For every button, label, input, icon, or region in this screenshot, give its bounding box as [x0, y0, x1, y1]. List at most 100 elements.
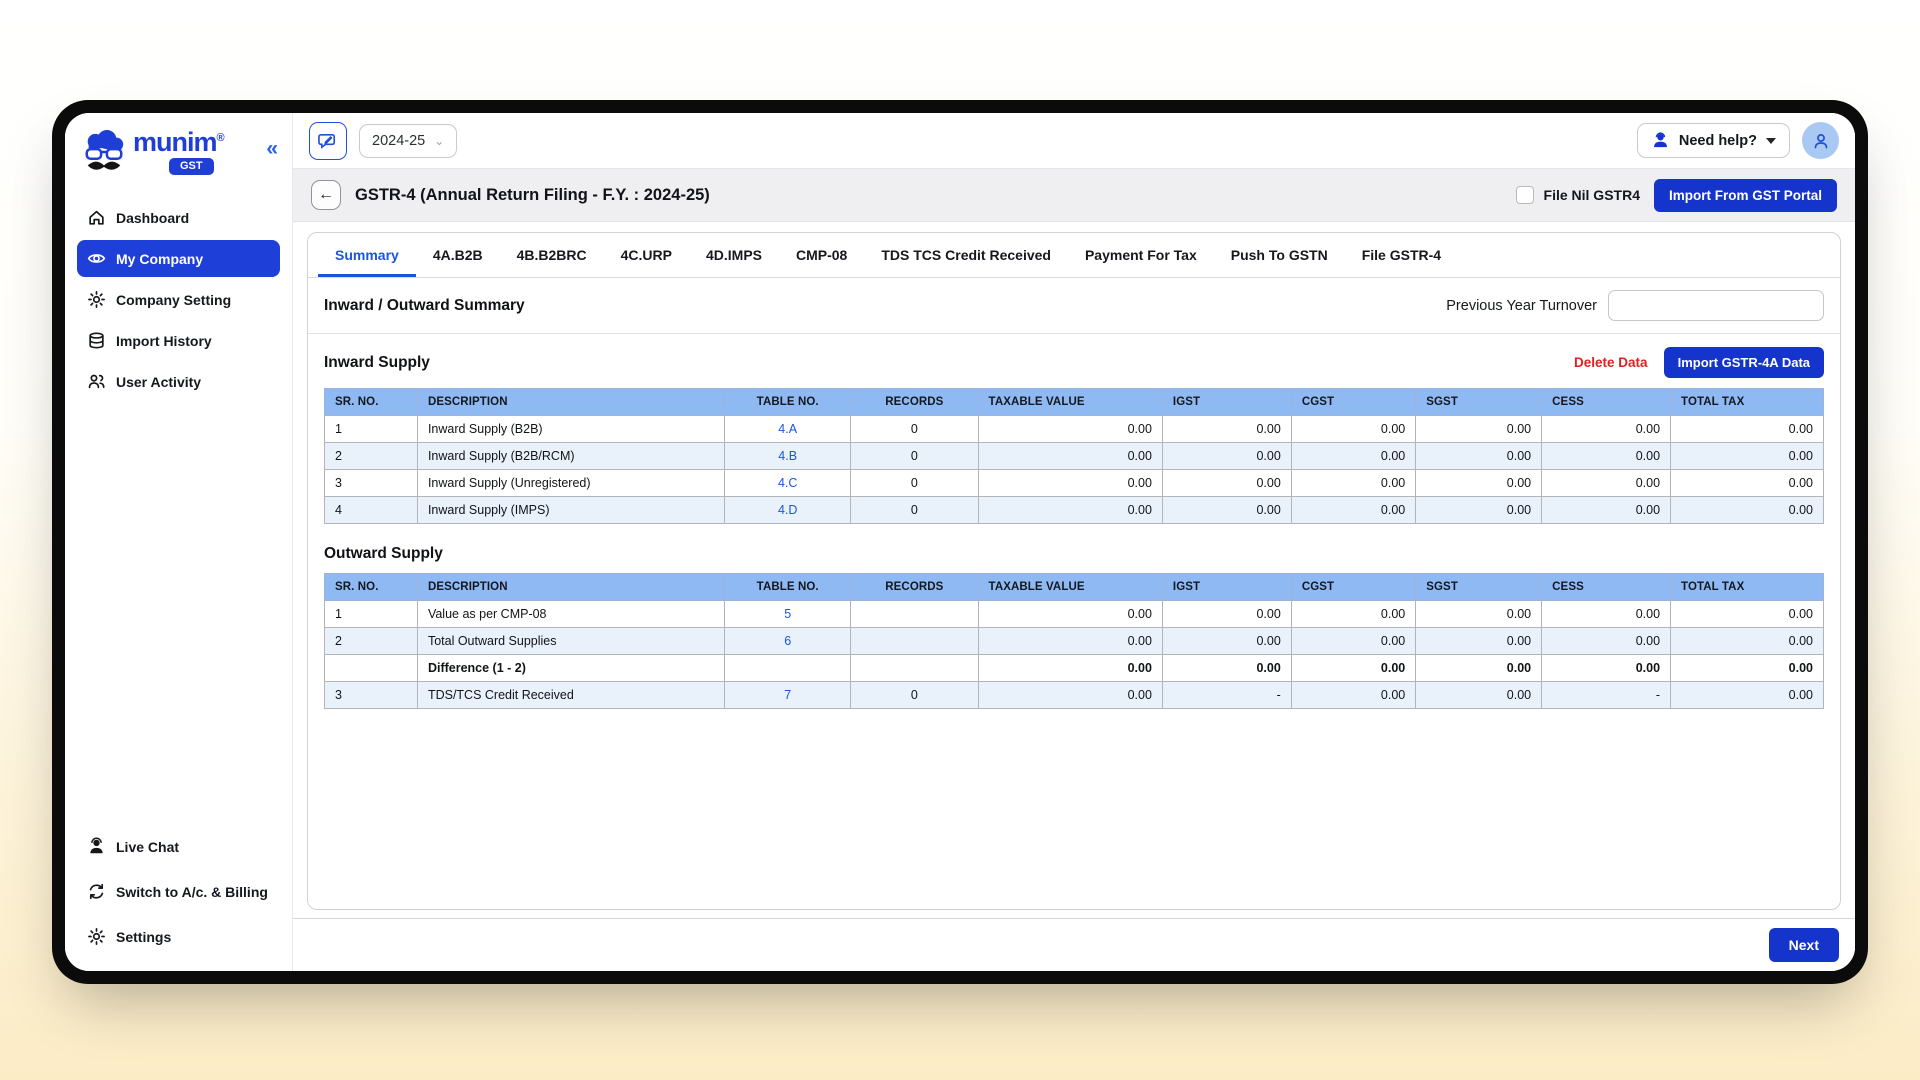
- column-header-cess: CESS: [1541, 388, 1672, 416]
- table-no-link[interactable]: 4.B: [778, 449, 798, 463]
- table-no-link[interactable]: 4.D: [777, 503, 798, 517]
- cell: 4: [324, 496, 418, 524]
- sidebar-footer-nav: Live Chat Switch to A/c. & Billing Setting…: [77, 828, 280, 955]
- footer-bar: Next: [293, 918, 1855, 971]
- cell: [324, 654, 418, 682]
- cell: 0.00: [1415, 415, 1543, 443]
- cell: Value as per CMP-08: [416, 600, 726, 628]
- filing-notes-button[interactable]: [309, 121, 347, 160]
- sidebar-item-settings[interactable]: Settings: [77, 918, 280, 955]
- cell: 0.00: [1290, 681, 1417, 709]
- cell: 0.00: [1670, 442, 1824, 470]
- sidebar-item-my-company[interactable]: My Company: [77, 240, 280, 277]
- sidebar-collapse-icon[interactable]: «: [266, 137, 278, 160]
- app-window-frame: munim® GST « Dashboard My Company Company …: [52, 100, 1868, 984]
- cell: 1: [324, 600, 418, 628]
- file-nil-checkbox[interactable]: [1515, 186, 1534, 204]
- person-icon: [1814, 133, 1827, 148]
- fiscal-year-select[interactable]: 2024-25 ⌄: [359, 123, 458, 158]
- user-avatar[interactable]: [1802, 122, 1839, 159]
- brand-name: munim®: [133, 127, 225, 157]
- sidebar-item-switch-to-a-c-billing[interactable]: Switch to A/c. & Billing: [77, 873, 280, 910]
- tab-4c-urp[interactable]: 4C.URP: [620, 247, 672, 263]
- munim-mascot-icon: [85, 130, 124, 170]
- users-icon: [87, 372, 106, 391]
- cell: 0.00: [1415, 654, 1543, 682]
- column-header-table-no: TABLE NO.: [724, 573, 852, 601]
- cell: 0.00: [1161, 442, 1292, 470]
- tab-4a-b2b[interactable]: 4A.B2B: [432, 247, 483, 263]
- caret-down-icon: [1766, 137, 1776, 144]
- support-person-icon: [1653, 132, 1667, 148]
- previous-year-turnover-input[interactable]: [1608, 290, 1824, 321]
- file-nil-label: File Nil GSTR4: [1543, 187, 1640, 203]
- topbar: 2024-25 ⌄ Need help?: [293, 113, 1855, 169]
- cell: 4.D: [724, 496, 852, 524]
- inward-supply-header: Inward Supply Delete Data Import GSTR-4A…: [324, 347, 1824, 378]
- cell: 2: [324, 627, 418, 655]
- tab-cmp-08[interactable]: CMP-08: [796, 247, 848, 263]
- tab-summary[interactable]: Summary: [318, 233, 416, 277]
- back-button[interactable]: ←: [311, 180, 341, 210]
- cell: 0.00: [977, 681, 1163, 709]
- cell: 0.00: [1415, 496, 1543, 524]
- column-header-sr-no: SR. NO.: [324, 388, 418, 416]
- table-no-link[interactable]: 4.A: [778, 422, 798, 436]
- import-gstr4a-data-button[interactable]: Import GSTR-4A Data: [1663, 347, 1824, 378]
- tab-4b-b2brc[interactable]: 4B.B2BRC: [516, 247, 587, 263]
- sidebar-item-company-setting[interactable]: Company Setting: [77, 281, 280, 318]
- cell: 0.00: [1670, 654, 1824, 682]
- cell: 3: [324, 469, 418, 497]
- cell: [850, 600, 979, 628]
- cell: 0.00: [1541, 442, 1672, 470]
- table-no-link[interactable]: 6: [784, 634, 792, 648]
- database-icon: [87, 331, 106, 350]
- home-icon: [87, 208, 106, 227]
- cell: 0.00: [1290, 415, 1417, 443]
- import-from-gst-portal-button[interactable]: Import From GST Portal: [1653, 178, 1837, 212]
- column-header-sgst: SGST: [1415, 573, 1543, 601]
- cell: 0.00: [1541, 496, 1672, 524]
- cell: 0.00: [1670, 415, 1824, 443]
- cell: 1: [324, 415, 418, 443]
- munim-logo: munim® GST: [81, 127, 225, 177]
- outward-supply-title: Outward Supply: [324, 545, 443, 562]
- outward-supply-header: Outward Supply: [324, 545, 1824, 563]
- cell: 0.00: [1415, 681, 1543, 709]
- gear-icon: [87, 290, 106, 309]
- fiscal-year-value: 2024-25: [372, 132, 426, 149]
- cell: 0: [850, 442, 979, 470]
- eye-icon: [87, 249, 106, 268]
- table-no-link[interactable]: 4.C: [777, 476, 798, 490]
- sidebar-item-live-chat[interactable]: Live Chat: [77, 828, 280, 865]
- sidebar-item-dashboard[interactable]: Dashboard: [77, 199, 280, 236]
- delete-data-button[interactable]: Delete Data: [1574, 355, 1648, 370]
- sidebar-item-user-activity[interactable]: User Activity: [77, 363, 280, 400]
- need-help-button[interactable]: Need help?: [1636, 123, 1790, 158]
- cell: 0: [850, 469, 979, 497]
- column-header-sgst: SGST: [1415, 388, 1543, 416]
- tab-push-to-gstn[interactable]: Push To GSTN: [1230, 247, 1328, 263]
- tab-payment-for-tax[interactable]: Payment For Tax: [1084, 247, 1197, 263]
- table-no-link[interactable]: 7: [784, 688, 792, 702]
- cell: 0.00: [1415, 469, 1543, 497]
- column-header-taxable-value: TAXABLE VALUE: [977, 573, 1163, 601]
- column-header-records: RECORDS: [850, 388, 979, 416]
- tab-4d-imps[interactable]: 4D.IMPS: [705, 247, 762, 263]
- cell: 0.00: [1290, 654, 1417, 682]
- tab-tds-tcs-credit-received[interactable]: TDS TCS Credit Received: [881, 247, 1051, 263]
- column-header-igst: IGST: [1161, 573, 1292, 601]
- tab-file-gstr-4[interactable]: File GSTR-4: [1361, 247, 1442, 263]
- cell: [724, 654, 852, 682]
- sidebar-item-import-history[interactable]: Import History: [77, 322, 280, 359]
- column-header-sr-no: SR. NO.: [324, 573, 418, 601]
- edit-note-icon: [317, 133, 335, 149]
- cell: 4.B: [724, 442, 852, 470]
- content: Summary 4A.B2B 4B.B2BRC 4C.URP 4D.IMPS CMP-08…: [293, 222, 1855, 918]
- cell: 0.00: [1415, 627, 1543, 655]
- cell: Inward Supply (Unregistered): [416, 469, 726, 497]
- next-button[interactable]: Next: [1768, 928, 1839, 962]
- table-no-link[interactable]: 5: [784, 607, 792, 621]
- column-header-description: DESCRIPTION: [416, 388, 726, 416]
- cell: 5: [724, 600, 852, 628]
